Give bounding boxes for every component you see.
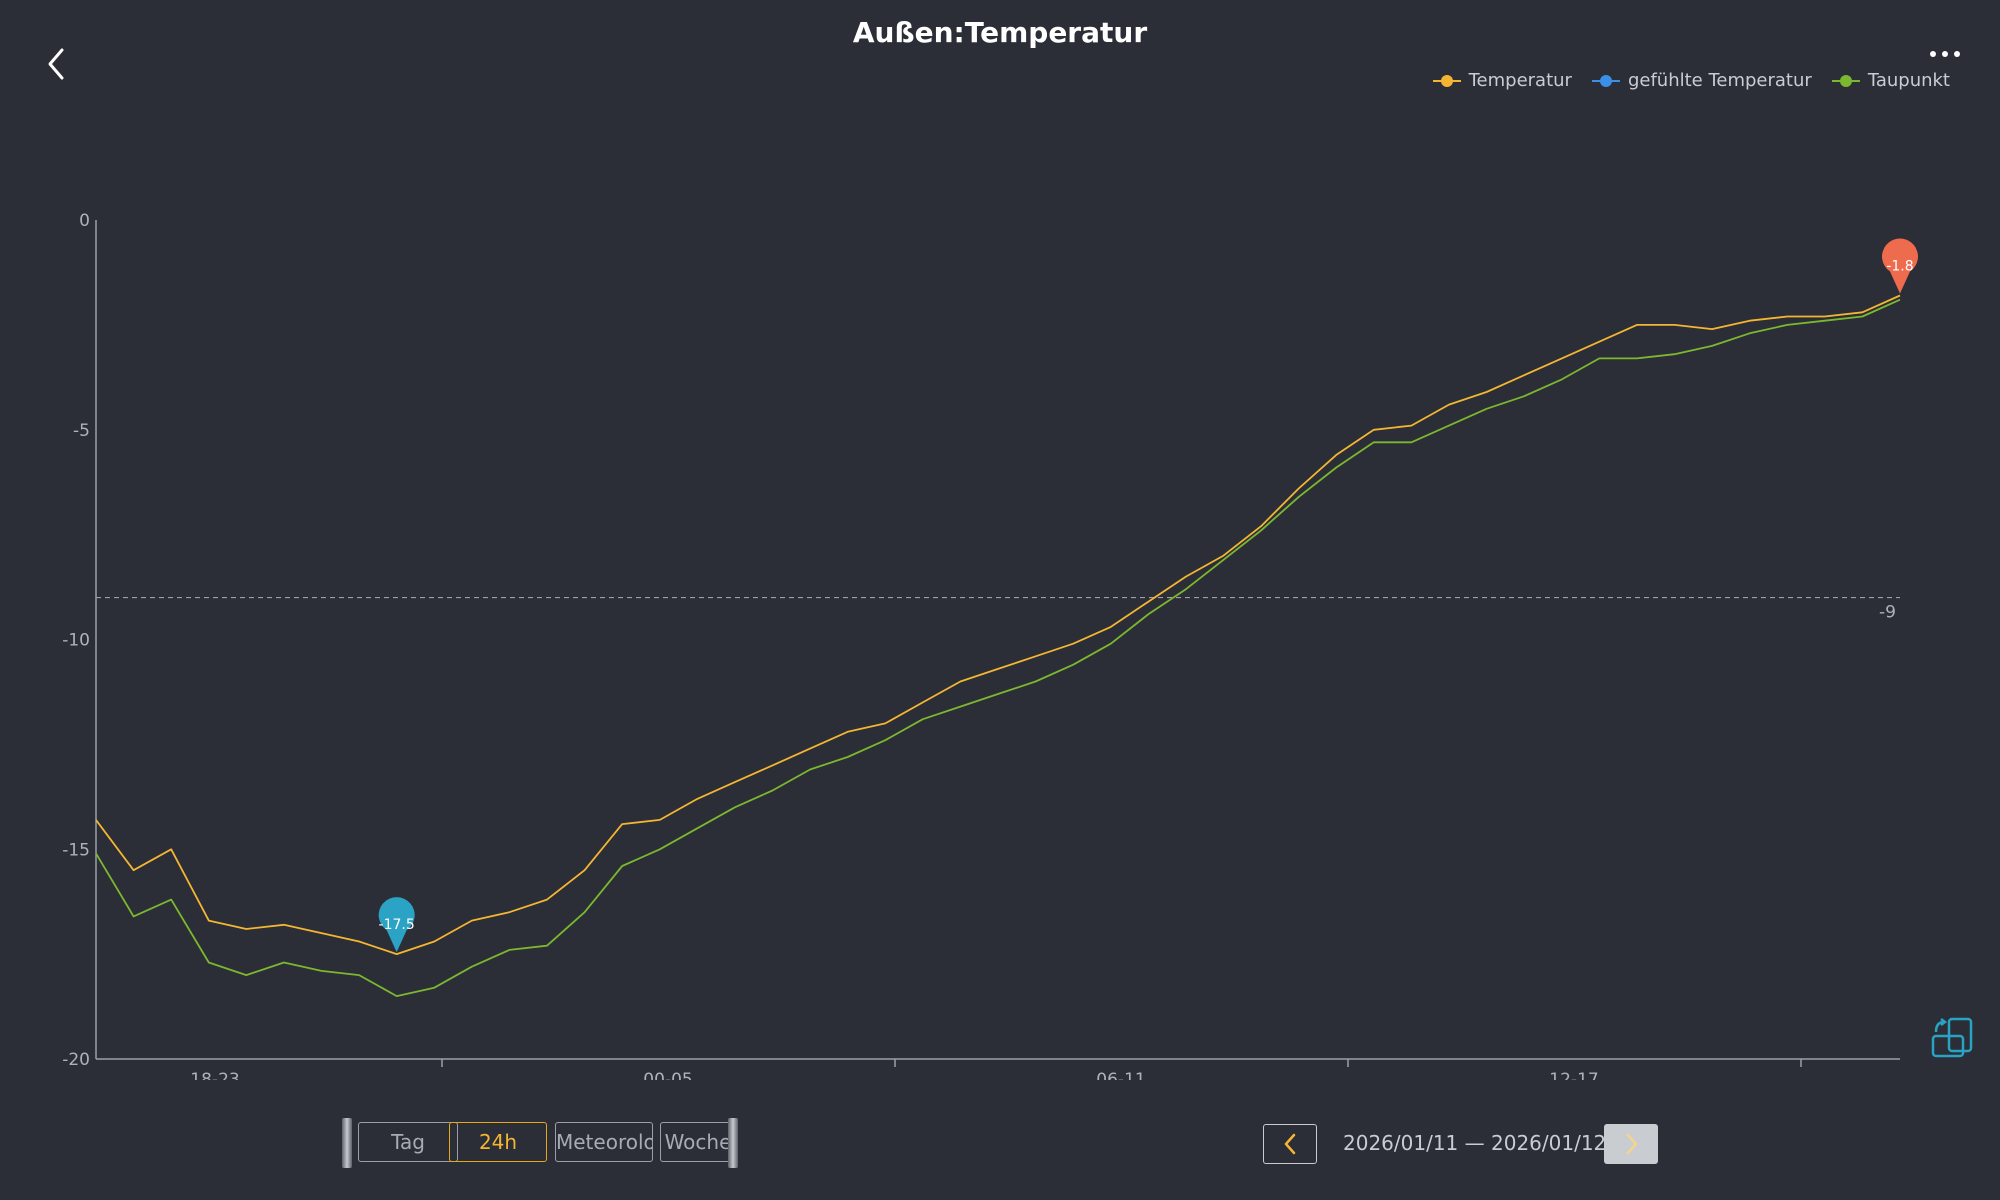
y-tick-label: -20 (62, 1050, 90, 1070)
y-tick-label: -15 (62, 840, 90, 860)
period-selector: Tag 24h Meteorologisch Woche (342, 1118, 738, 1168)
y-tick-label: 0 (79, 211, 90, 231)
legend-item-temperatur[interactable]: Temperatur (1432, 70, 1572, 91)
page-title: Außen:Temperatur (852, 16, 1148, 49)
more-button[interactable] (1928, 46, 1962, 62)
legend-label: Temperatur (1468, 70, 1572, 91)
previous-period-button[interactable] (1263, 1124, 1317, 1164)
chevron-left-icon (1284, 1133, 1296, 1155)
x-tick-label: 00-05 (643, 1070, 692, 1080)
marker-pin-min (378, 897, 415, 953)
tab-24h[interactable]: 24h (449, 1122, 547, 1162)
x-tick-label: 06-11 (1096, 1070, 1145, 1080)
rotate-screen-button[interactable] (1930, 1016, 1974, 1060)
chevron-right-icon (1626, 1133, 1638, 1155)
legend-label: gefühlte Temperatur (1627, 70, 1812, 91)
scroll-edge-right (728, 1118, 738, 1168)
x-tick-label: 18-23 (190, 1070, 239, 1080)
legend-label: Taupunkt (1867, 70, 1950, 91)
back-button[interactable] (40, 44, 76, 84)
more-dot (1942, 51, 1948, 57)
next-period-button[interactable] (1604, 1124, 1658, 1164)
legend-item-taupunkt[interactable]: Taupunkt (1831, 70, 1950, 91)
legend-swatch-icon (1831, 74, 1860, 87)
chart-legend: Temperatur gefühlte Temperatur Taupunkt (1432, 70, 1950, 91)
top-bar: Außen:Temperatur (0, 0, 2000, 80)
legend-swatch-icon (1591, 74, 1620, 87)
rotate-screen-icon (1931, 1017, 1973, 1058)
reference-line-label: -9 (1879, 603, 1896, 623)
more-dots-icon (1930, 51, 1936, 57)
marker-label-min: -17.5 (379, 917, 415, 933)
marker-pin-max (1882, 238, 1918, 294)
x-tick-label: 12-17 (1549, 1070, 1598, 1080)
y-tick-label: -10 (62, 631, 90, 651)
scroll-edge-left (342, 1118, 352, 1168)
chevron-left-icon (48, 48, 64, 80)
legend-swatch-icon (1432, 74, 1461, 87)
tab-woche[interactable]: Woche (660, 1122, 736, 1162)
tab-meteorologisch[interactable]: Meteorologisch (555, 1122, 653, 1162)
more-dot (1954, 51, 1960, 57)
series-line-taupunkt (95, 298, 1901, 997)
legend-item-gefuehlte-temperatur[interactable]: gefühlte Temperatur (1591, 70, 1812, 91)
date-range: 2026/01/11 — 2026/01/12 (1343, 1131, 1607, 1155)
marker-label-max: -1.8 (1886, 259, 1913, 275)
tab-tag[interactable]: Tag (358, 1122, 458, 1162)
series-line-temperatur (95, 294, 1901, 955)
y-tick-label: -5 (73, 421, 90, 441)
temperature-chart: 0 -5 -10 -15 -20 18-23 00-05 06-11 12-17 -9 -17.5 -… (62, 211, 1918, 1080)
